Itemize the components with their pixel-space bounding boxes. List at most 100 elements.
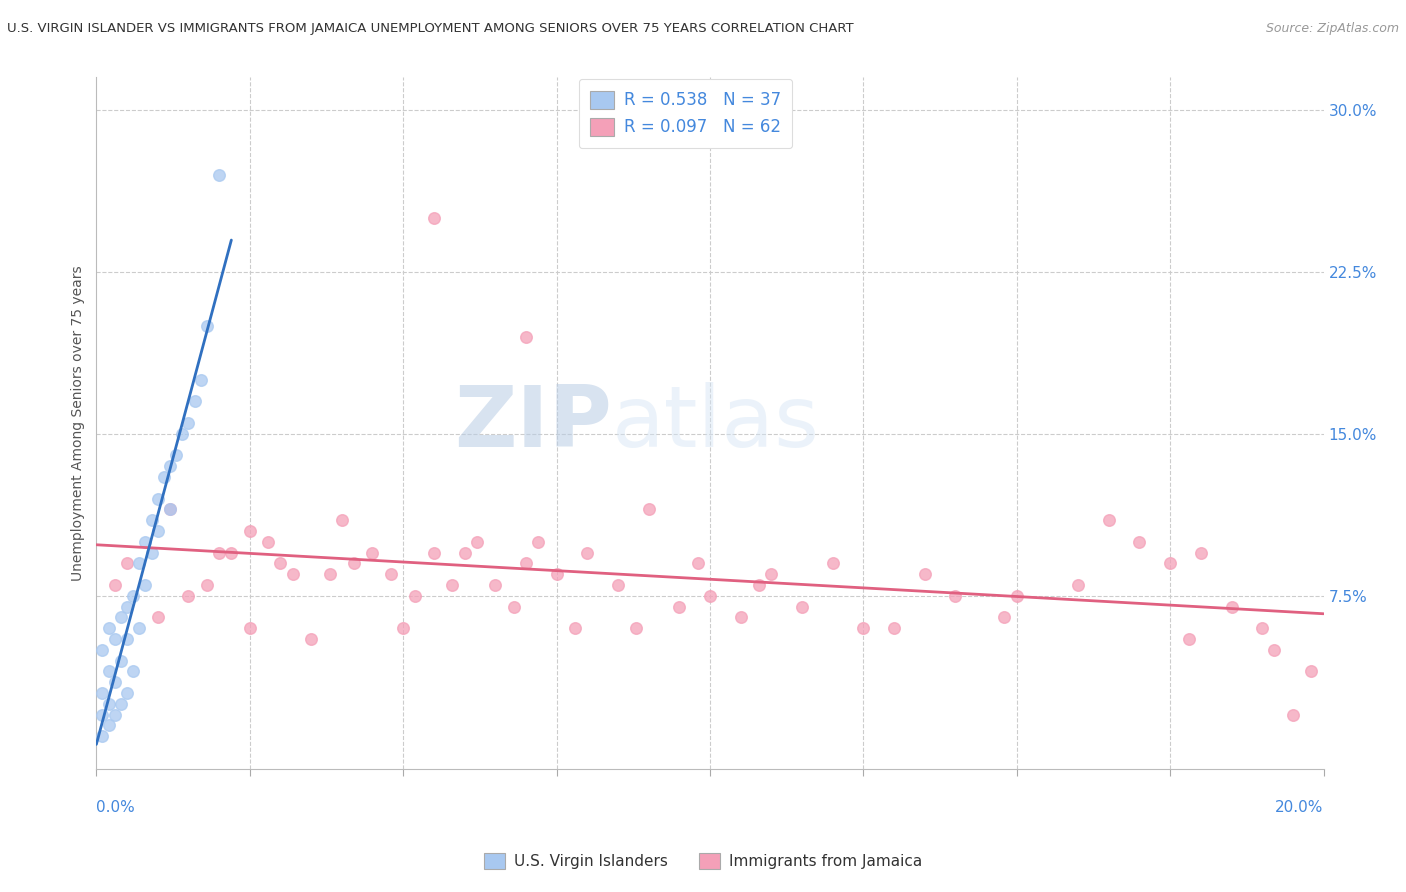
Point (128, 557, 150, 571)
Point (177, 416, 200, 430)
Point (1251, 621, 1274, 635)
Point (515, 329, 537, 343)
Point (515, 557, 537, 571)
Point (153, 470, 176, 484)
Point (914, 567, 936, 582)
Point (761, 567, 783, 582)
Point (177, 589, 200, 603)
Point (97, 621, 120, 635)
Point (97, 718, 120, 732)
Point (330, 513, 353, 527)
Point (465, 534, 488, 549)
Point (1220, 599, 1243, 614)
Point (1159, 557, 1181, 571)
Point (183, 394, 205, 409)
Text: U.S. VIRGIN ISLANDER VS IMMIGRANTS FROM JAMAICA UNEMPLOYMENT AMONG SENIORS OVER : U.S. VIRGIN ISLANDER VS IMMIGRANTS FROM … (7, 22, 853, 36)
Point (361, 546, 384, 560)
Point (699, 589, 721, 603)
Legend: R = 0.538   N = 37, R = 0.097   N = 62: R = 0.538 N = 37, R = 0.097 N = 62 (578, 78, 793, 148)
Point (1177, 632, 1199, 646)
Point (343, 557, 366, 571)
Y-axis label: Unemployment Among Seniors over 75 years: Unemployment Among Seniors over 75 years (72, 265, 86, 581)
Text: atlas: atlas (612, 382, 820, 465)
Point (110, 610, 132, 624)
Point (195, 318, 218, 333)
Point (564, 621, 586, 635)
Point (748, 578, 770, 592)
Point (104, 578, 127, 592)
Point (380, 567, 402, 582)
Point (546, 567, 568, 582)
Point (668, 599, 690, 614)
Point (91, 686, 114, 700)
Point (91, 729, 114, 743)
Point (1005, 589, 1028, 603)
Point (159, 502, 181, 516)
Point (1301, 665, 1323, 679)
Point (686, 557, 709, 571)
Point (172, 426, 194, 441)
Point (159, 502, 181, 516)
Point (146, 610, 169, 624)
Point (637, 502, 659, 516)
Point (576, 546, 599, 560)
Point (299, 632, 322, 646)
Point (110, 654, 132, 668)
Point (91, 643, 114, 657)
Point (318, 567, 340, 582)
Point (97, 697, 120, 711)
Point (453, 546, 475, 560)
Point (606, 578, 628, 592)
Point (141, 546, 163, 560)
Point (239, 621, 262, 635)
Point (159, 459, 181, 474)
Point (190, 373, 212, 387)
Point (269, 557, 291, 571)
Point (104, 675, 127, 690)
Text: 20.0%: 20.0% (1275, 800, 1323, 814)
Text: ZIP: ZIP (454, 382, 612, 465)
Point (141, 513, 163, 527)
Point (1189, 546, 1212, 560)
Point (1282, 707, 1305, 722)
Point (115, 599, 138, 614)
Point (115, 632, 138, 646)
Point (134, 578, 156, 592)
Point (527, 534, 550, 549)
Point (165, 449, 187, 463)
Point (484, 578, 506, 592)
Point (91, 707, 114, 722)
Point (195, 578, 218, 592)
Point (1098, 513, 1121, 527)
Point (122, 589, 145, 603)
Point (883, 621, 905, 635)
Point (1128, 534, 1150, 549)
Point (208, 546, 231, 560)
Point (208, 168, 231, 182)
Point (122, 665, 145, 679)
Point (115, 557, 138, 571)
Point (392, 621, 415, 635)
Point (993, 610, 1015, 624)
Point (626, 621, 648, 635)
Point (281, 567, 304, 582)
Point (104, 707, 127, 722)
Point (128, 621, 150, 635)
Point (945, 589, 967, 603)
Point (134, 534, 156, 549)
Point (1263, 643, 1285, 657)
Point (257, 534, 280, 549)
Point (146, 524, 169, 538)
Legend: U.S. Virgin Islanders, Immigrants from Jamaica: U.S. Virgin Islanders, Immigrants from J… (478, 847, 928, 875)
Point (221, 546, 243, 560)
Point (1067, 578, 1090, 592)
Point (790, 599, 813, 614)
Point (730, 610, 752, 624)
Text: 0.0%: 0.0% (97, 800, 135, 814)
Point (404, 589, 426, 603)
Point (852, 621, 875, 635)
Point (115, 686, 138, 700)
Point (110, 697, 132, 711)
Point (97, 665, 120, 679)
Point (423, 546, 446, 560)
